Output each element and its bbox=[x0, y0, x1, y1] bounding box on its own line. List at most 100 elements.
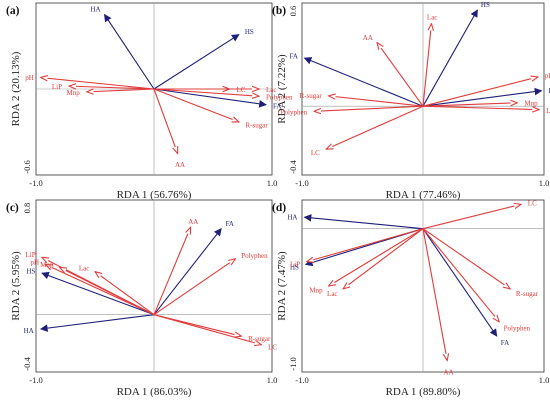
vector-label: LiP bbox=[26, 251, 36, 259]
vector-polyphen bbox=[153, 88, 259, 96]
vector-lip bbox=[422, 105, 539, 109]
vector-label: HS bbox=[290, 264, 299, 272]
y-axis-label: RDA 2 (7.47%) bbox=[276, 251, 288, 321]
vector-label: AA bbox=[363, 34, 373, 42]
vector-label: AA bbox=[188, 218, 198, 226]
x-axis-label: RDA 1 (89.80%) bbox=[386, 386, 461, 398]
vector-label: AA bbox=[443, 368, 453, 376]
vector-label: Lac bbox=[79, 265, 90, 273]
x-axis-label: RDA 1 (77.46%) bbox=[386, 189, 461, 201]
y-tick-label: -1.0 bbox=[288, 357, 298, 370]
panel-3: (c) -1.0 1.0 0.8 -0.4 RDA 1 (86.03%) RDA 2 (5.… bbox=[6, 199, 278, 398]
vector-label: LC bbox=[268, 344, 277, 352]
panel-4: (d) -1.0 1.0 -1.0 RDA 1 (89.80%) RDA 2 (7.47%… bbox=[272, 199, 549, 398]
vector-lip bbox=[69, 86, 155, 89]
panel-label: (c) bbox=[6, 202, 19, 214]
x-tick-label: -1.0 bbox=[295, 178, 308, 188]
y-axis-label: RDA 2 (7.22%) bbox=[276, 54, 288, 124]
vector-label: FA bbox=[226, 220, 234, 228]
vector-lac bbox=[95, 272, 155, 316]
vector-label: Polyphen bbox=[504, 324, 531, 332]
vector-ha bbox=[39, 314, 155, 332]
vector-label: R-sugar bbox=[245, 121, 268, 129]
vector-hs bbox=[41, 271, 155, 316]
x-tick-label: 1.0 bbox=[267, 178, 278, 188]
panel-label: (a) bbox=[6, 5, 20, 17]
vector-ph bbox=[422, 77, 538, 107]
vector-polyphen bbox=[422, 228, 499, 322]
vector-ha bbox=[103, 13, 155, 90]
y-tick-label: 0.6 bbox=[288, 6, 298, 17]
vector-label: HA bbox=[24, 327, 34, 335]
vector-label: FA bbox=[289, 52, 297, 60]
y-tick-label: 0.8 bbox=[22, 203, 32, 214]
x-tick-label: -1.0 bbox=[29, 178, 42, 188]
vector-label: pH bbox=[545, 72, 550, 80]
vector-label: Mnp bbox=[67, 89, 81, 97]
vector-label: Lac bbox=[266, 86, 277, 94]
vector-label: Polyphen bbox=[281, 109, 308, 117]
vector-label: HS bbox=[481, 1, 490, 9]
panel-label: (d) bbox=[272, 202, 286, 214]
vector-lc bbox=[326, 105, 424, 149]
y-tick-label: -0.4 bbox=[288, 160, 298, 174]
y-axis-label: RDA 2 (20.13%) bbox=[10, 51, 22, 126]
vector-r-sugar bbox=[422, 228, 510, 289]
x-tick-label: 1.0 bbox=[539, 178, 550, 188]
vector-label: LiP bbox=[546, 107, 550, 115]
x-tick-label: -1.0 bbox=[29, 375, 42, 385]
vector-label: Lac bbox=[427, 14, 438, 22]
vector-polyphen bbox=[314, 105, 424, 111]
vector-lc bbox=[153, 314, 261, 345]
vector-label: Mnp bbox=[40, 261, 54, 269]
vector-aa bbox=[377, 43, 424, 107]
vector-label: LC bbox=[528, 200, 537, 208]
vector-mnp bbox=[329, 228, 424, 286]
vector-ha bbox=[422, 87, 543, 107]
vector-label: FA bbox=[273, 103, 281, 111]
vector-lip bbox=[307, 228, 424, 262]
vector-label: HS bbox=[26, 268, 35, 276]
vector-fa bbox=[153, 228, 222, 316]
vector-fa bbox=[303, 57, 424, 107]
vector-mnp bbox=[60, 267, 155, 316]
vector-mnp bbox=[422, 103, 517, 107]
panel-1: (a) -1.0 1.0 -0.6 RDA 1 (56.76%) RDA 2 (20.13… bbox=[6, 2, 293, 201]
vector-aa bbox=[422, 228, 447, 361]
vector-label: R-sugar bbox=[516, 290, 539, 298]
vector-hs bbox=[422, 9, 478, 107]
vector-label: LiP bbox=[290, 261, 300, 269]
vector-label: pH bbox=[25, 74, 34, 82]
vector-r-sugar bbox=[153, 88, 239, 122]
vector-label: Polyphen bbox=[266, 94, 293, 102]
vector-label: R-sugar bbox=[248, 335, 271, 343]
vector-r-sugar bbox=[329, 96, 424, 107]
x-axis-label: RDA 1 (56.76%) bbox=[117, 189, 192, 201]
vector-ph bbox=[41, 78, 155, 90]
vector-label: HS bbox=[245, 28, 254, 36]
vector-label: Polyphen bbox=[241, 252, 268, 260]
vector-label: LC bbox=[311, 149, 320, 157]
x-tick-label: -1.0 bbox=[295, 375, 308, 385]
panel-label: (b) bbox=[272, 5, 286, 17]
vector-label: HA bbox=[90, 6, 100, 14]
vector-ph bbox=[45, 265, 155, 316]
vector-label: Mnp bbox=[309, 287, 323, 295]
vector-fa bbox=[422, 228, 498, 337]
vector-label: pH bbox=[31, 259, 40, 267]
vector-label: FA bbox=[501, 339, 509, 347]
y-tick-label: -0.6 bbox=[22, 160, 32, 173]
vector-polyphen bbox=[153, 259, 235, 316]
y-tick-label: -0.4 bbox=[22, 357, 32, 371]
vector-label: HA bbox=[287, 214, 297, 222]
vector-label: LiP bbox=[52, 83, 62, 91]
vector-ha bbox=[303, 214, 424, 230]
x-axis-label: RDA 1 (86.03%) bbox=[117, 386, 192, 398]
vector-fa bbox=[153, 88, 267, 108]
vector-mnp bbox=[87, 89, 155, 92]
panels: (a) -1.0 1.0 -0.6 RDA 1 (56.76%) RDA 2 (20.13… bbox=[6, 1, 550, 398]
vector-aa bbox=[153, 227, 191, 315]
x-tick-label: 1.0 bbox=[267, 375, 278, 385]
vector-lac bbox=[422, 24, 431, 107]
